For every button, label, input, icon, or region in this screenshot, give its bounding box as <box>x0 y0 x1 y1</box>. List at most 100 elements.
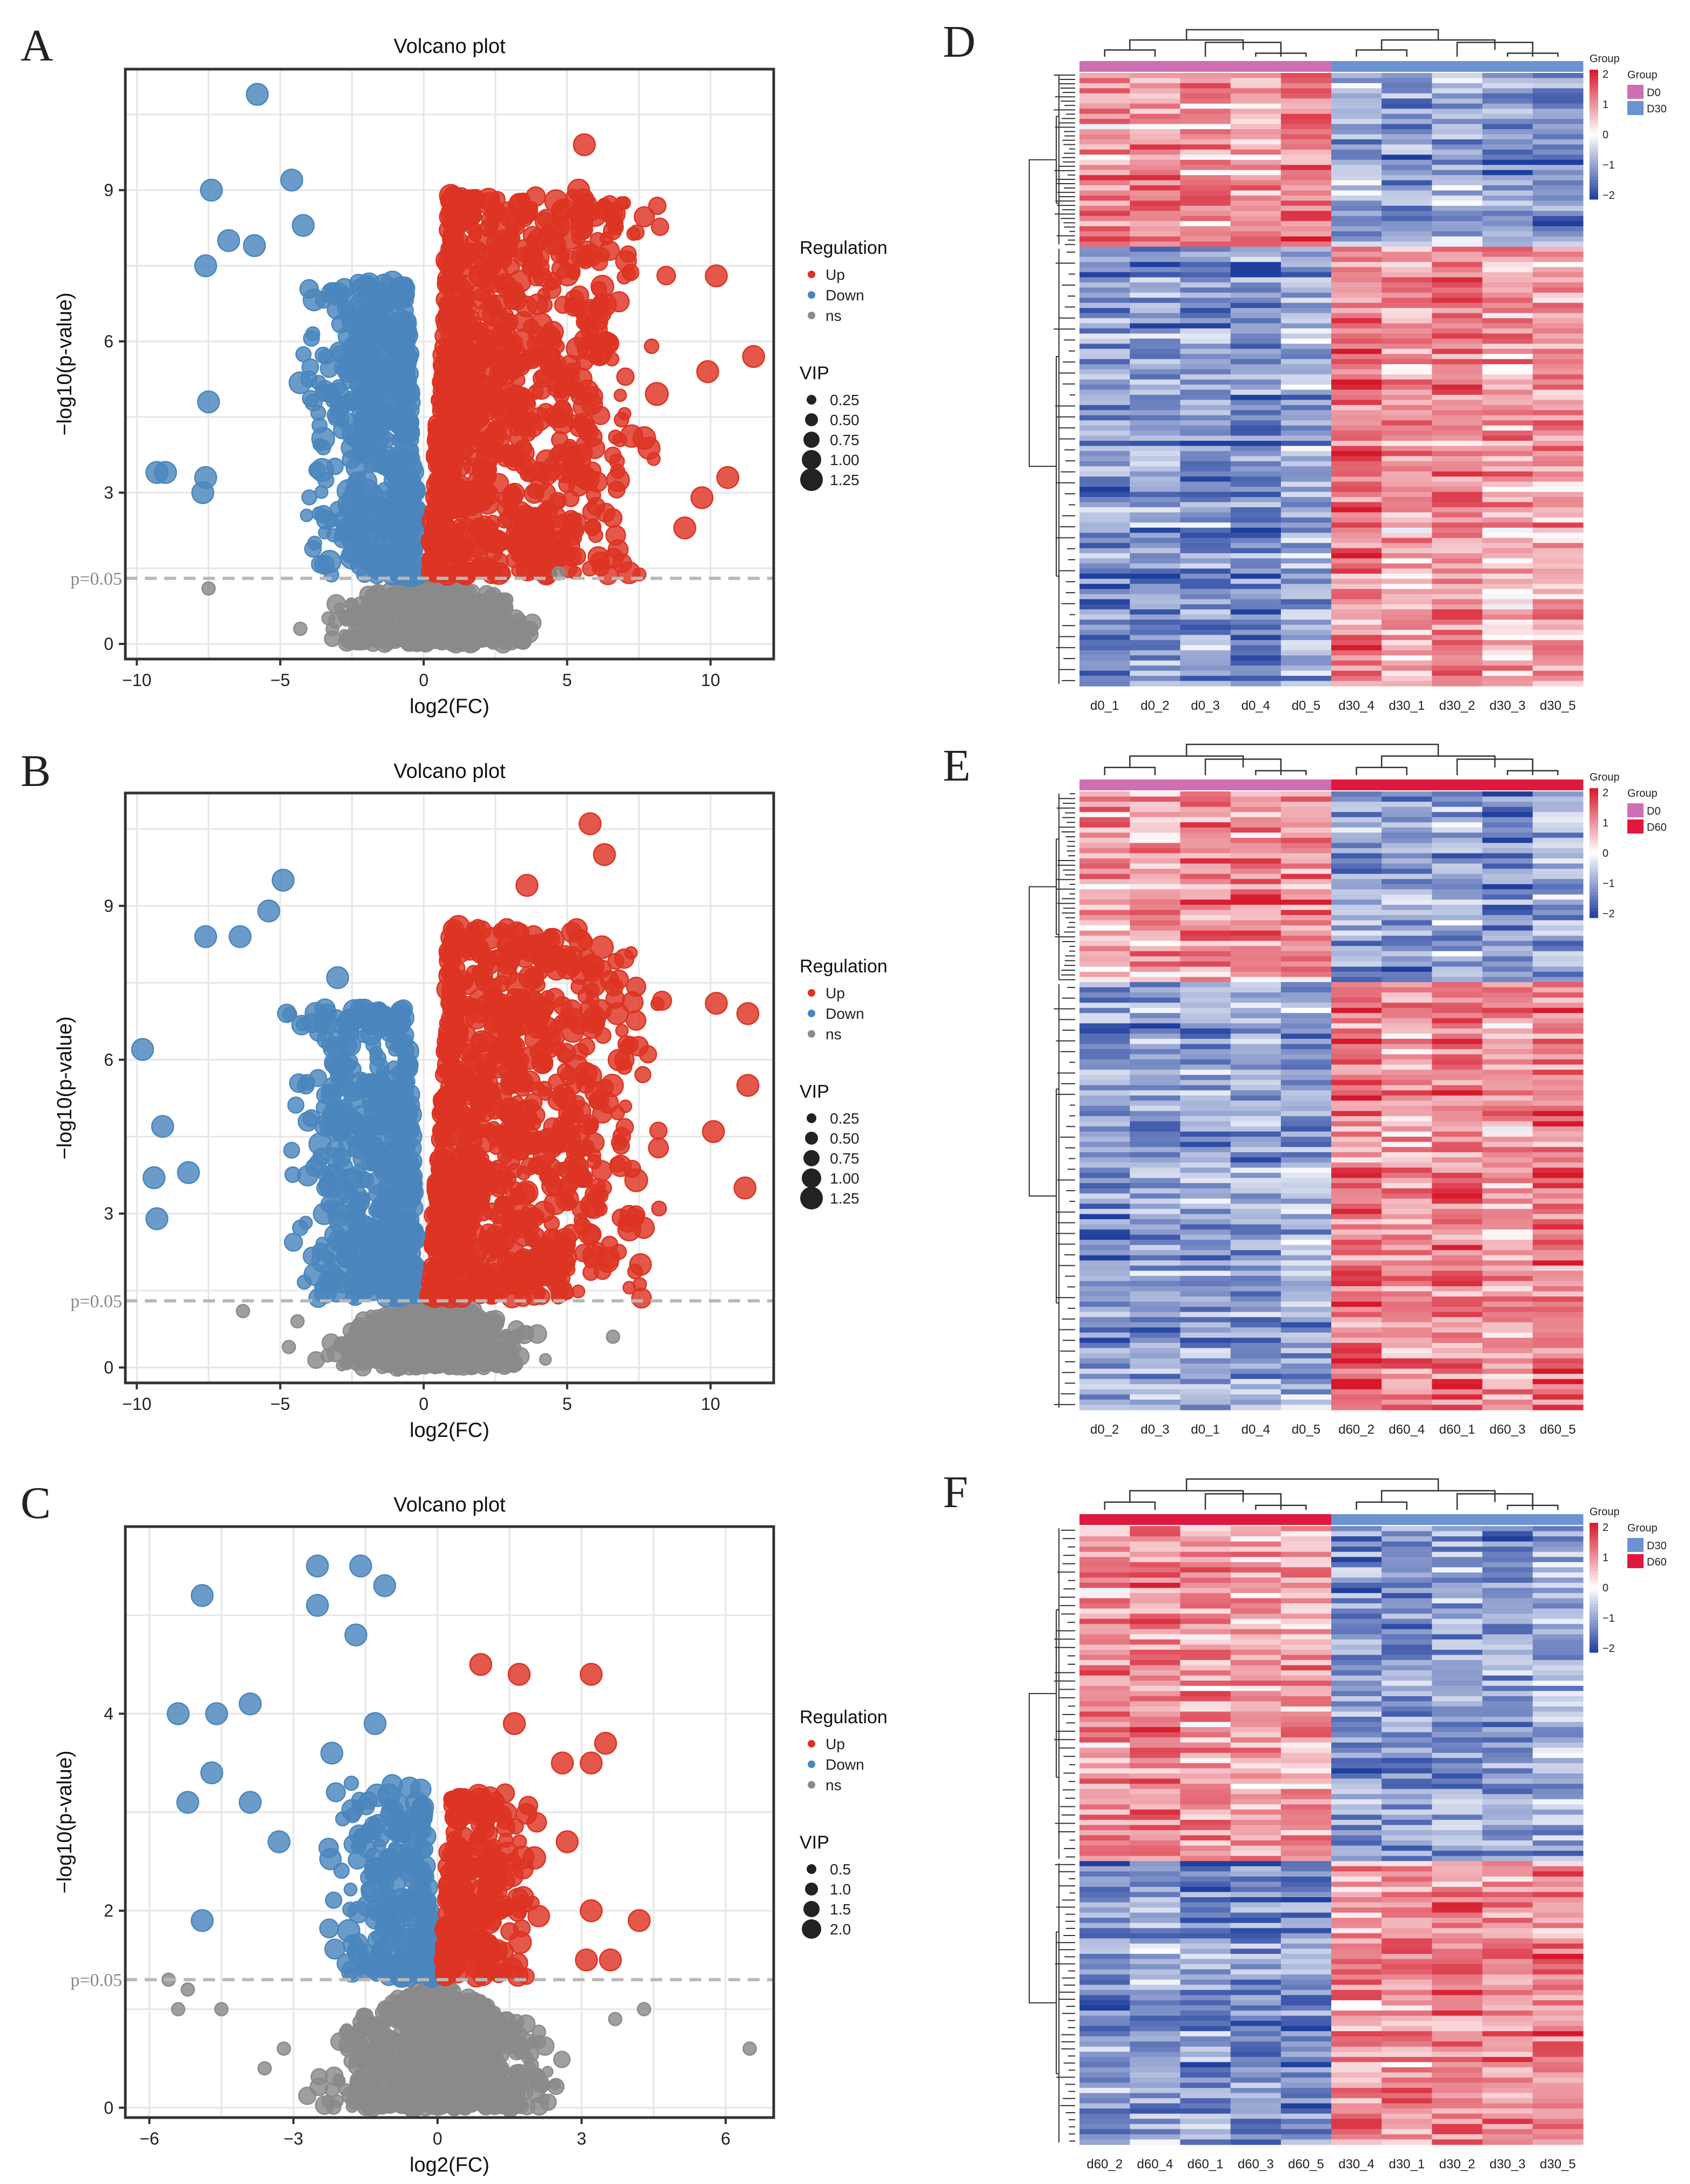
point-up <box>567 178 591 202</box>
point-ns <box>433 1989 447 2002</box>
point-ns <box>376 1311 391 1325</box>
point-down <box>200 178 223 202</box>
point-up <box>455 1139 474 1159</box>
point-up <box>501 284 515 298</box>
point-up <box>616 367 635 386</box>
point-up <box>556 1063 574 1080</box>
point-down <box>326 528 341 542</box>
point-down <box>353 503 377 526</box>
point-up <box>619 1040 634 1056</box>
point-up <box>549 949 566 965</box>
point-up <box>590 274 614 299</box>
point-up <box>444 489 463 509</box>
point-down <box>370 1152 391 1173</box>
point-up <box>501 1124 517 1139</box>
legend-title: Regulation <box>800 956 888 977</box>
point-up <box>551 494 565 509</box>
point-up <box>446 1038 462 1054</box>
point-up <box>626 1010 647 1031</box>
point-up <box>620 424 643 448</box>
point-ns <box>333 2073 345 2086</box>
point-ns <box>469 1312 485 1328</box>
vip-legend-entry: 1.25 <box>830 472 860 488</box>
point-up <box>598 332 620 354</box>
point-up <box>540 1157 562 1179</box>
point-up <box>580 1143 593 1157</box>
x-tick-label: 5 <box>562 1394 572 1414</box>
point-ns <box>454 1353 473 1371</box>
point-down <box>398 375 417 394</box>
point-down <box>300 508 314 522</box>
point-up <box>571 245 594 267</box>
point-ns <box>606 1329 620 1344</box>
y-tick-label: 0 <box>104 1358 113 1377</box>
point-up <box>486 1102 504 1120</box>
vip-legend-swatch <box>800 468 823 491</box>
point-up <box>552 402 574 424</box>
point-up <box>639 1045 658 1064</box>
point-up <box>434 1194 451 1212</box>
point-ns <box>415 2067 430 2082</box>
point-up <box>716 466 740 489</box>
point-down <box>229 925 252 949</box>
point-up <box>427 418 448 439</box>
point-up <box>521 261 536 276</box>
x-tick-label: 0 <box>419 670 428 690</box>
point-up <box>467 1190 483 1206</box>
point-ns <box>485 2096 504 2115</box>
point-down <box>368 552 390 574</box>
point-up <box>582 1264 600 1281</box>
vip-legend-swatch <box>807 1113 816 1123</box>
point-up <box>424 523 443 542</box>
point-ns <box>349 2074 366 2091</box>
point-down <box>300 370 318 388</box>
point-down <box>384 463 404 482</box>
point-down <box>331 379 347 395</box>
point-up <box>652 990 672 1011</box>
point-ns <box>400 599 414 612</box>
point-up <box>481 303 506 327</box>
point-up <box>613 388 627 402</box>
point-down <box>277 1003 297 1023</box>
point-up <box>521 1250 544 1273</box>
point-up <box>433 1124 447 1137</box>
point-down <box>194 254 217 278</box>
chart-title: Volcano plot <box>393 35 505 58</box>
point-down <box>297 1274 312 1290</box>
point-ns <box>498 2012 517 2031</box>
vip-legend-entry: 0.50 <box>830 1130 860 1147</box>
point-ns <box>379 608 391 620</box>
point-up <box>566 1161 588 1184</box>
point-up <box>536 297 553 313</box>
panel-letter-e: E <box>943 741 970 791</box>
point-down <box>316 509 337 530</box>
point-up <box>517 1077 533 1093</box>
point-ns <box>336 1359 348 1372</box>
point-down <box>314 554 334 575</box>
point-ns <box>475 2065 491 2080</box>
y-tick-label: 9 <box>104 896 113 916</box>
point-down <box>245 83 269 106</box>
point-up <box>486 422 505 441</box>
point-down <box>303 288 326 312</box>
point-up <box>613 412 629 428</box>
point-up <box>515 504 536 525</box>
point-up <box>431 442 454 465</box>
point-up <box>632 1277 647 1292</box>
point-up <box>456 431 470 444</box>
point-down <box>326 1102 347 1123</box>
point-ns <box>356 634 372 650</box>
point-up <box>736 1002 760 1025</box>
point-down <box>316 440 331 455</box>
point-down <box>197 390 220 414</box>
point-up <box>573 133 596 157</box>
point-up <box>432 1090 453 1111</box>
point-ns <box>201 581 216 596</box>
point-up <box>422 549 445 572</box>
point-down <box>361 354 380 373</box>
point-up <box>467 471 489 493</box>
point-down <box>337 479 361 503</box>
point-up <box>609 453 625 469</box>
point-up <box>504 482 525 503</box>
